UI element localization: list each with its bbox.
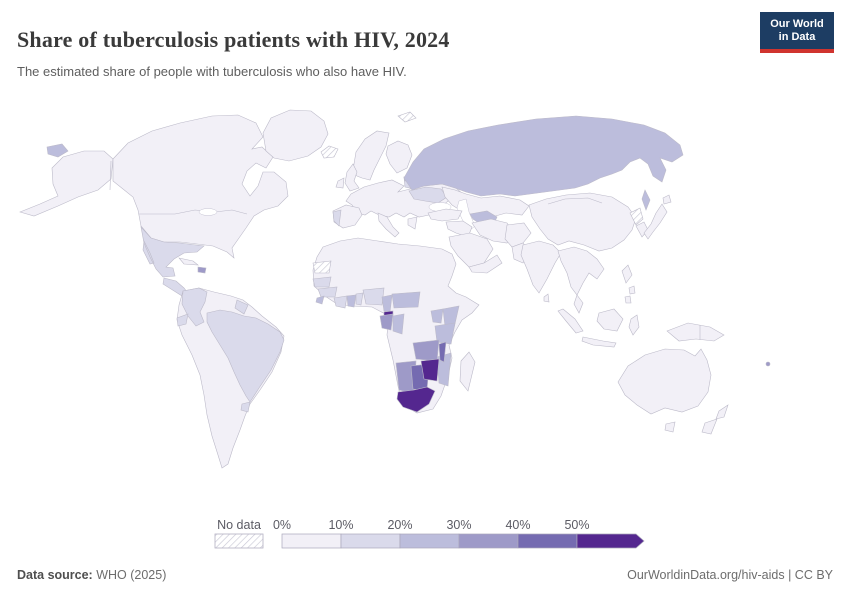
region-togo-benin[interactable] [355,292,364,306]
legend-tick-40: 40% [505,518,530,532]
owid-logo[interactable]: Our World in Data [760,12,834,53]
country-finland[interactable] [385,140,413,174]
country-sri-lanka[interactable] [543,293,550,303]
region-malay-peninsula[interactable] [573,294,584,314]
page-subtitle: The estimated share of people with tuber… [17,64,407,79]
country-malawi[interactable] [438,341,447,363]
country-guinea[interactable] [317,286,338,298]
country-tanzania[interactable] [434,322,456,345]
country-australia[interactable] [617,348,712,415]
country-united-states-alaska[interactable] [19,150,114,217]
page-title: Share of tuberculosis patients with HIV,… [17,26,450,52]
country-gabon[interactable] [379,313,394,331]
country-brazil[interactable] [206,309,285,403]
legend-band-40-50[interactable] [517,533,578,549]
country-cameroon[interactable] [381,294,393,313]
legend-band-20-30[interactable] [399,533,460,549]
owid-logo-line1: Our World [770,18,824,30]
great-lakes [198,208,218,216]
caspian-sea [456,198,476,232]
island-tasmania[interactable] [664,421,676,433]
country-united-kingdom[interactable] [344,163,360,192]
country-japan[interactable] [643,194,672,240]
country-afghanistan[interactable] [504,222,532,248]
country-cuba[interactable] [178,257,199,266]
country-svalbard-no-data[interactable] [397,111,417,123]
legend-band-10-20[interactable] [340,533,401,549]
border-alaska-canada [109,160,112,191]
country-philippines[interactable] [621,264,636,304]
country-turkey[interactable] [427,208,463,222]
country-south-africa[interactable] [396,386,436,413]
map-legend: No data 0% 10% 20% 30% 40% 50% [214,518,645,549]
country-cote-divoire[interactable] [333,295,348,309]
country-russia[interactable] [403,115,684,197]
country-ireland[interactable] [335,177,345,189]
country-ghana[interactable] [346,294,357,308]
country-madagascar[interactable] [459,351,476,392]
country-nigeria[interactable] [362,287,385,306]
owid-logo-line2: in Data [778,31,816,43]
footer-source-label: Data source: [17,568,93,582]
legend-tick-0: 0% [273,518,291,532]
country-italy[interactable] [377,212,400,238]
legend-band-0-10[interactable] [281,533,342,549]
continent-oceania [617,322,771,435]
country-fiji[interactable] [765,361,771,367]
continent-asia [403,115,684,348]
country-sierra-leone[interactable] [315,295,325,305]
region-southeast-asia[interactable] [557,246,605,296]
country-congo[interactable] [392,313,405,335]
continent-south-america [176,287,285,469]
footer-source-value: WHO (2025) [96,568,167,582]
country-canada-united-states[interactable] [112,114,289,259]
country-new-zealand[interactable] [701,404,729,435]
country-north-korea-no-data[interactable] [629,207,644,226]
legend-no-data-label: No data [217,518,261,532]
country-greenland[interactable] [262,109,329,162]
continent-north-america [19,109,339,304]
country-ukraine[interactable] [408,186,448,204]
country-greece[interactable] [407,216,418,230]
region-yemen-oman[interactable] [468,254,503,274]
continent-africa [312,237,480,414]
legend-tick-30: 30% [446,518,471,532]
country-russia-chukotka-fragment[interactable] [46,143,69,158]
island-sumatra[interactable] [557,308,584,334]
region-scandinavia[interactable] [352,130,390,181]
country-western-sahara-no-data[interactable] [312,260,332,274]
legend-band-50-plus[interactable] [576,533,645,549]
legend-band-30-40[interactable] [458,533,519,549]
region-guyanas[interactable] [234,299,249,315]
country-zimbabwe[interactable] [420,358,440,382]
country-senegal[interactable] [312,276,332,288]
country-uruguay[interactable] [240,401,251,413]
island-java[interactable] [581,336,617,348]
island-sulawesi[interactable] [628,314,640,336]
country-russia-sakhalin[interactable] [641,189,651,211]
continent-europe [332,111,464,238]
border-mongolia [547,197,603,205]
country-china[interactable] [528,192,637,252]
country-mozambique[interactable] [436,352,452,387]
footer-data-source: Data source: WHO (2025) [17,568,166,582]
country-zambia[interactable] [412,339,440,362]
legend-no-data-swatch[interactable] [214,533,264,549]
country-ecuador[interactable] [176,313,189,327]
country-uganda[interactable] [430,308,444,324]
country-india[interactable] [520,240,562,294]
country-portugal[interactable] [332,209,342,227]
country-central-african-republic[interactable] [391,291,421,309]
country-iceland-no-data[interactable] [320,145,339,159]
island-new-guinea[interactable] [666,322,725,342]
legend-tick-20: 20% [387,518,412,532]
country-mexico[interactable] [140,226,205,278]
island-borneo[interactable] [596,308,624,332]
footer-credit-link[interactable]: OurWorldinData.org/hiv-aids | CC BY [627,568,833,582]
legend-tick-10: 10% [328,518,353,532]
country-colombia[interactable] [181,287,208,327]
legend-tick-50: 50% [564,518,589,532]
country-haiti-dominican-republic[interactable] [197,266,207,274]
